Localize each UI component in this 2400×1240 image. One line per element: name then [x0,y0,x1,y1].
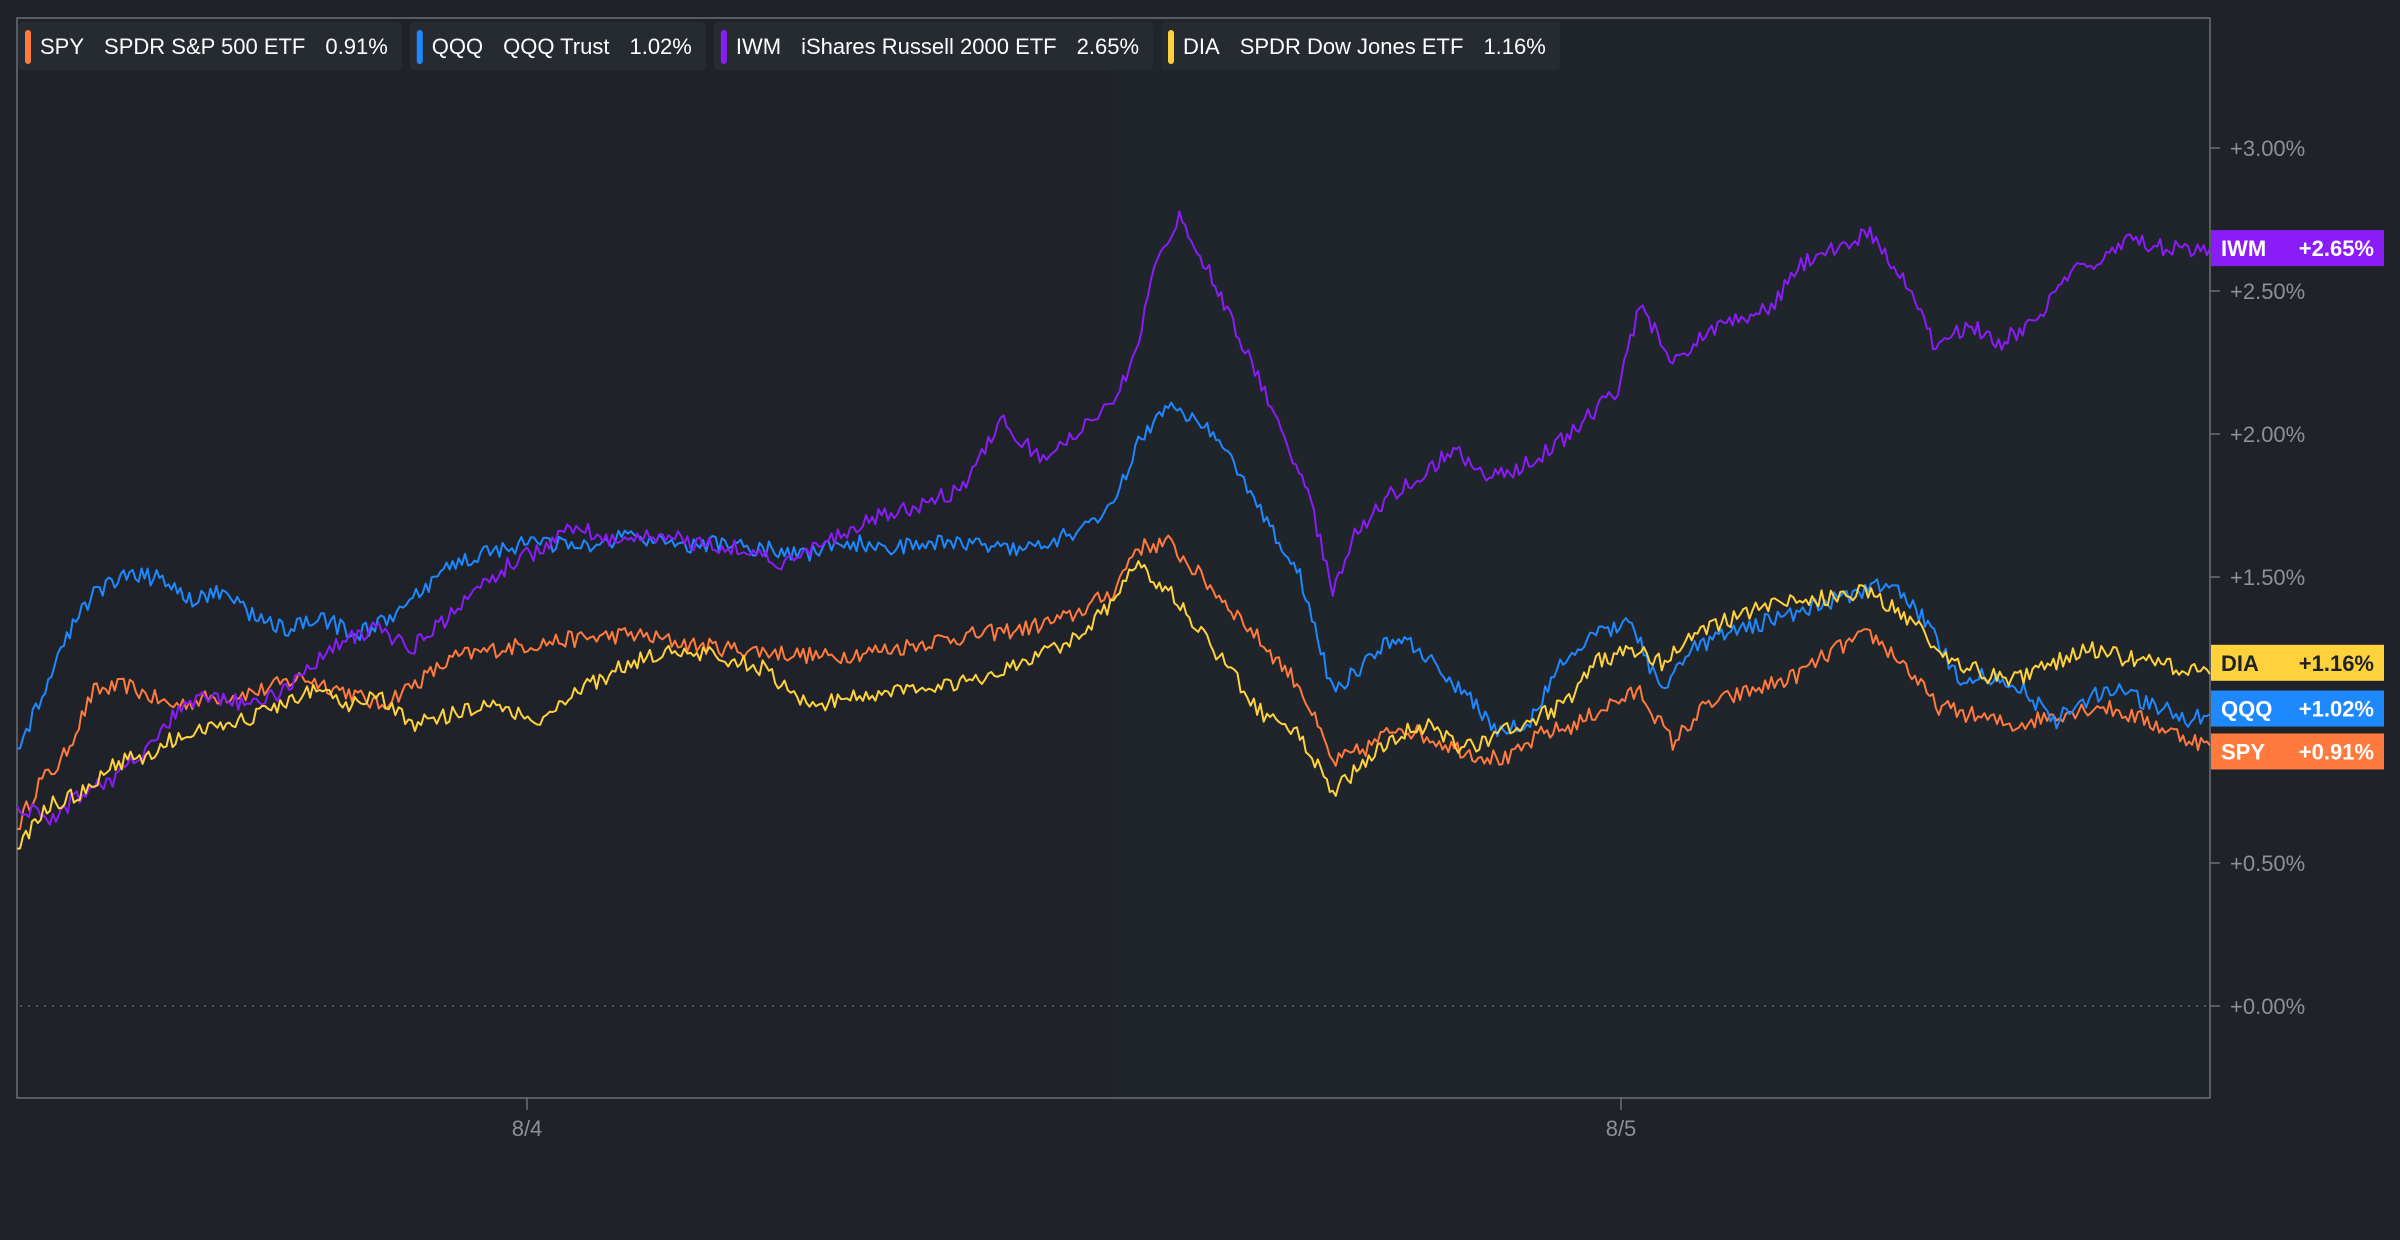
end-label-iwm: IWM +2.65% [2211,230,2384,266]
legend-value: 1.16% [1483,34,1545,59]
legend-symbol: IWM [736,34,781,59]
legend: SPY SPDR S&P 500 ETF 0.91% QQQ QQQ Trust 1.02… [18,22,1560,70]
y-tick-label: +2.00% [2230,422,2305,447]
legend-symbol: DIA [1183,34,1220,59]
plot-highlight-region [1112,18,2210,1098]
y-tick-label: +3.00% [2230,136,2305,161]
y-tick-label: +1.50% [2230,565,2305,590]
end-label-symbol: IWM [2221,236,2266,261]
legend-value: 0.91% [325,34,387,59]
legend-color-swatch [721,30,727,64]
end-label-value: +1.02% [2299,697,2374,722]
end-label-symbol: SPY [2221,739,2265,764]
legend-value: 2.65% [1077,34,1139,59]
end-label-value: +2.65% [2299,236,2374,261]
legend-symbol: SPY [40,34,84,59]
end-label-symbol: QQQ [2221,697,2272,722]
end-label-dia: DIA +1.16% [2211,645,2384,681]
legend-name: iShares Russell 2000 ETF [801,34,1057,59]
legend-item-spy[interactable]: SPY SPDR S&P 500 ETF 0.91% [18,22,402,70]
end-label-symbol: DIA [2221,651,2259,676]
legend-name: SPDR Dow Jones ETF [1240,34,1464,59]
end-label-spy: SPY +0.91% [2211,733,2384,769]
x-tick-label: 8/5 [1606,1116,1637,1141]
end-label-value: +1.16% [2299,651,2374,676]
end-label-value: +0.91% [2299,739,2374,764]
y-tick-label: +2.50% [2230,279,2305,304]
legend-color-swatch [417,30,423,64]
y-tick-label: +0.50% [2230,851,2305,876]
x-tick-label: 8/4 [512,1116,543,1141]
legend-item-dia[interactable]: DIA SPDR Dow Jones ETF 1.16% [1161,22,1560,70]
end-label-qqq: QQQ +1.02% [2211,691,2384,727]
legend-name: SPDR S&P 500 ETF [104,34,305,59]
legend-value: 1.02% [629,34,691,59]
legend-color-swatch [25,30,31,64]
y-tick-label: +0.00% [2230,994,2305,1019]
legend-name: QQQ Trust [503,34,609,59]
legend-symbol: QQQ [432,34,483,59]
legend-item-qqq[interactable]: QQQ QQQ Trust 1.02% [410,22,706,70]
legend-item-iwm[interactable]: IWM iShares Russell 2000 ETF 2.65% [714,22,1153,70]
legend-color-swatch [1168,30,1174,64]
